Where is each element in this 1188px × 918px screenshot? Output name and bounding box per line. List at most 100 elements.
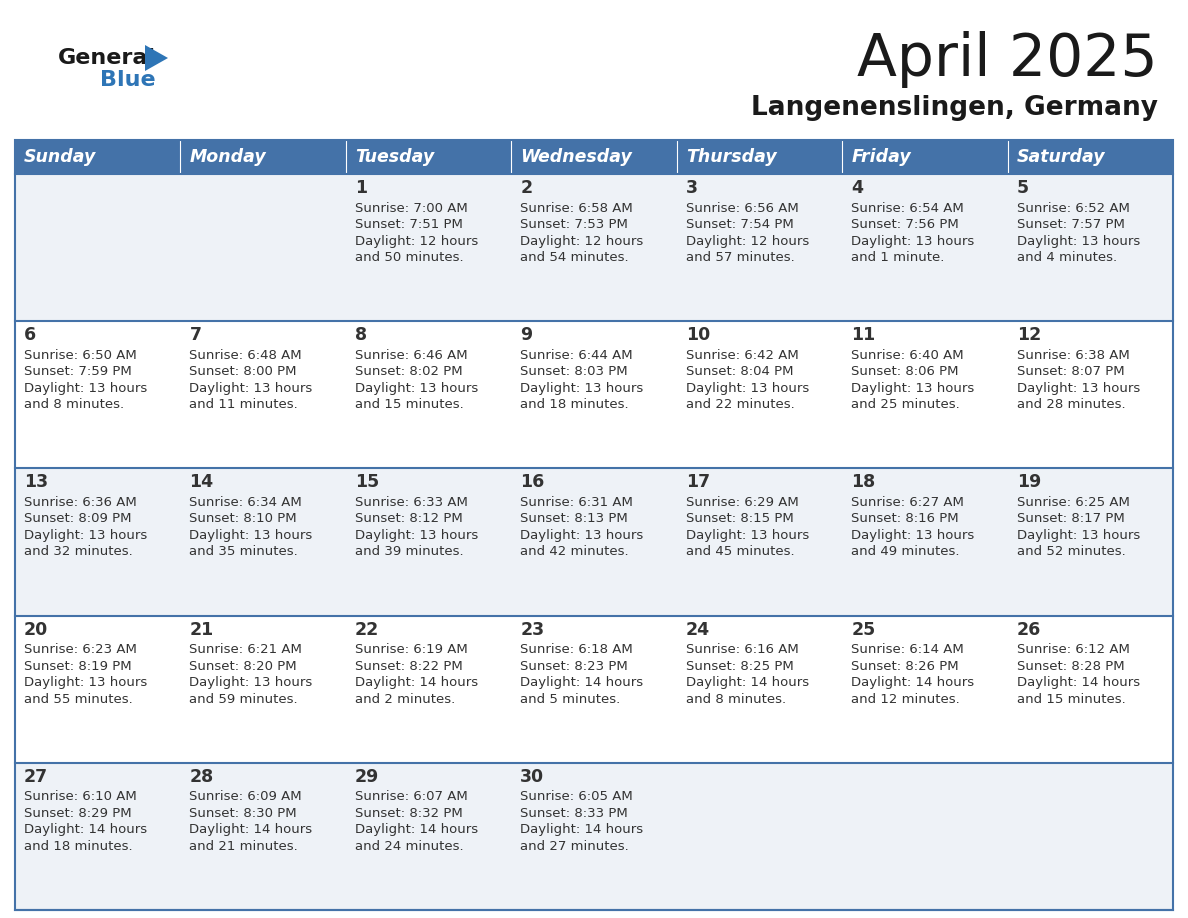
Text: 13: 13 — [24, 474, 49, 491]
Text: Sunrise: 6:36 AM: Sunrise: 6:36 AM — [24, 496, 137, 509]
Text: Sunrise: 6:14 AM: Sunrise: 6:14 AM — [851, 644, 963, 656]
Text: and 8 minutes.: and 8 minutes. — [24, 398, 124, 411]
Text: Sunrise: 6:19 AM: Sunrise: 6:19 AM — [355, 644, 468, 656]
Text: 29: 29 — [355, 767, 379, 786]
Text: 5: 5 — [1017, 179, 1029, 197]
Text: Sunset: 8:12 PM: Sunset: 8:12 PM — [355, 512, 462, 525]
Text: Daylight: 14 hours: Daylight: 14 hours — [355, 676, 478, 689]
Text: Sunset: 7:59 PM: Sunset: 7:59 PM — [24, 365, 132, 378]
Bar — [15, 321, 1173, 468]
Text: Daylight: 13 hours: Daylight: 13 hours — [520, 382, 644, 395]
Text: Daylight: 13 hours: Daylight: 13 hours — [355, 529, 478, 542]
Text: Sunset: 8:20 PM: Sunset: 8:20 PM — [189, 660, 297, 673]
Text: Friday: Friday — [851, 148, 911, 166]
Text: 26: 26 — [1017, 621, 1041, 639]
Bar — [346, 140, 511, 174]
Text: Sunset: 8:10 PM: Sunset: 8:10 PM — [189, 512, 297, 525]
Text: 7: 7 — [189, 326, 202, 344]
Text: Wednesday: Wednesday — [520, 148, 632, 166]
Text: Sunrise: 6:44 AM: Sunrise: 6:44 AM — [520, 349, 633, 362]
Text: Daylight: 13 hours: Daylight: 13 hours — [520, 529, 644, 542]
Text: 19: 19 — [1017, 474, 1041, 491]
Text: and 39 minutes.: and 39 minutes. — [355, 545, 463, 558]
Text: Daylight: 13 hours: Daylight: 13 hours — [1017, 382, 1139, 395]
Text: Sunset: 8:15 PM: Sunset: 8:15 PM — [685, 512, 794, 525]
Text: Saturday: Saturday — [1017, 148, 1105, 166]
Text: Sunrise: 6:25 AM: Sunrise: 6:25 AM — [1017, 496, 1130, 509]
Text: and 15 minutes.: and 15 minutes. — [355, 398, 463, 411]
Text: Daylight: 13 hours: Daylight: 13 hours — [24, 676, 147, 689]
Text: Daylight: 13 hours: Daylight: 13 hours — [851, 529, 974, 542]
Text: and 55 minutes.: and 55 minutes. — [24, 692, 133, 706]
Text: Sunset: 7:51 PM: Sunset: 7:51 PM — [355, 218, 463, 231]
Text: Sunrise: 6:56 AM: Sunrise: 6:56 AM — [685, 201, 798, 215]
Text: 1: 1 — [355, 179, 367, 197]
Text: and 28 minutes.: and 28 minutes. — [1017, 398, 1125, 411]
Text: 6: 6 — [24, 326, 36, 344]
Bar — [15, 140, 1173, 910]
Text: and 52 minutes.: and 52 minutes. — [1017, 545, 1125, 558]
Text: 27: 27 — [24, 767, 49, 786]
Text: Sunset: 8:19 PM: Sunset: 8:19 PM — [24, 660, 132, 673]
Text: Sunset: 8:32 PM: Sunset: 8:32 PM — [355, 807, 462, 820]
Text: Sunset: 8:02 PM: Sunset: 8:02 PM — [355, 365, 462, 378]
Text: Sunrise: 6:07 AM: Sunrise: 6:07 AM — [355, 790, 468, 803]
Text: Sunset: 8:17 PM: Sunset: 8:17 PM — [1017, 512, 1124, 525]
Bar — [15, 468, 1173, 616]
Text: and 27 minutes.: and 27 minutes. — [520, 840, 628, 853]
Text: 4: 4 — [851, 179, 864, 197]
Text: 11: 11 — [851, 326, 876, 344]
Bar — [677, 140, 842, 174]
Text: Daylight: 12 hours: Daylight: 12 hours — [355, 234, 478, 248]
Text: Sunset: 8:26 PM: Sunset: 8:26 PM — [851, 660, 959, 673]
Text: 16: 16 — [520, 474, 544, 491]
Text: 23: 23 — [520, 621, 544, 639]
Text: Sunrise: 6:34 AM: Sunrise: 6:34 AM — [189, 496, 302, 509]
Text: Daylight: 13 hours: Daylight: 13 hours — [1017, 529, 1139, 542]
Text: Sunrise: 6:27 AM: Sunrise: 6:27 AM — [851, 496, 963, 509]
Polygon shape — [145, 45, 168, 71]
Text: Daylight: 14 hours: Daylight: 14 hours — [355, 823, 478, 836]
Text: Daylight: 14 hours: Daylight: 14 hours — [520, 823, 644, 836]
Text: and 11 minutes.: and 11 minutes. — [189, 398, 298, 411]
Text: and 50 minutes.: and 50 minutes. — [355, 251, 463, 264]
Text: 17: 17 — [685, 474, 710, 491]
Text: Sunday: Sunday — [24, 148, 96, 166]
Text: Daylight: 13 hours: Daylight: 13 hours — [189, 382, 312, 395]
Bar — [511, 140, 677, 174]
Text: 10: 10 — [685, 326, 710, 344]
Text: Sunrise: 6:58 AM: Sunrise: 6:58 AM — [520, 201, 633, 215]
Text: 8: 8 — [355, 326, 367, 344]
Text: Daylight: 13 hours: Daylight: 13 hours — [1017, 234, 1139, 248]
Text: Sunrise: 7:00 AM: Sunrise: 7:00 AM — [355, 201, 468, 215]
Text: Daylight: 13 hours: Daylight: 13 hours — [24, 382, 147, 395]
Text: Thursday: Thursday — [685, 148, 777, 166]
Text: Sunrise: 6:12 AM: Sunrise: 6:12 AM — [1017, 644, 1130, 656]
Text: and 1 minute.: and 1 minute. — [851, 251, 944, 264]
Text: Sunset: 8:06 PM: Sunset: 8:06 PM — [851, 365, 959, 378]
Text: and 45 minutes.: and 45 minutes. — [685, 545, 795, 558]
Text: Sunset: 8:22 PM: Sunset: 8:22 PM — [355, 660, 462, 673]
Text: and 22 minutes.: and 22 minutes. — [685, 398, 795, 411]
Text: Daylight: 12 hours: Daylight: 12 hours — [520, 234, 644, 248]
Text: Sunrise: 6:16 AM: Sunrise: 6:16 AM — [685, 644, 798, 656]
Bar — [15, 763, 1173, 910]
Text: Sunrise: 6:52 AM: Sunrise: 6:52 AM — [1017, 201, 1130, 215]
Text: Sunrise: 6:31 AM: Sunrise: 6:31 AM — [520, 496, 633, 509]
Text: Sunrise: 6:46 AM: Sunrise: 6:46 AM — [355, 349, 468, 362]
Text: Sunrise: 6:05 AM: Sunrise: 6:05 AM — [520, 790, 633, 803]
Text: Daylight: 12 hours: Daylight: 12 hours — [685, 234, 809, 248]
Text: Sunrise: 6:50 AM: Sunrise: 6:50 AM — [24, 349, 137, 362]
Text: Sunset: 8:07 PM: Sunset: 8:07 PM — [1017, 365, 1124, 378]
Text: 12: 12 — [1017, 326, 1041, 344]
Text: Sunset: 8:00 PM: Sunset: 8:00 PM — [189, 365, 297, 378]
Text: 18: 18 — [851, 474, 876, 491]
Text: April 2025: April 2025 — [858, 31, 1158, 88]
Text: Sunrise: 6:48 AM: Sunrise: 6:48 AM — [189, 349, 302, 362]
Text: Sunrise: 6:29 AM: Sunrise: 6:29 AM — [685, 496, 798, 509]
Bar — [181, 140, 346, 174]
Text: Daylight: 14 hours: Daylight: 14 hours — [520, 676, 644, 689]
Text: Langenenslingen, Germany: Langenenslingen, Germany — [751, 95, 1158, 121]
Text: Sunset: 7:54 PM: Sunset: 7:54 PM — [685, 218, 794, 231]
Text: Tuesday: Tuesday — [355, 148, 434, 166]
